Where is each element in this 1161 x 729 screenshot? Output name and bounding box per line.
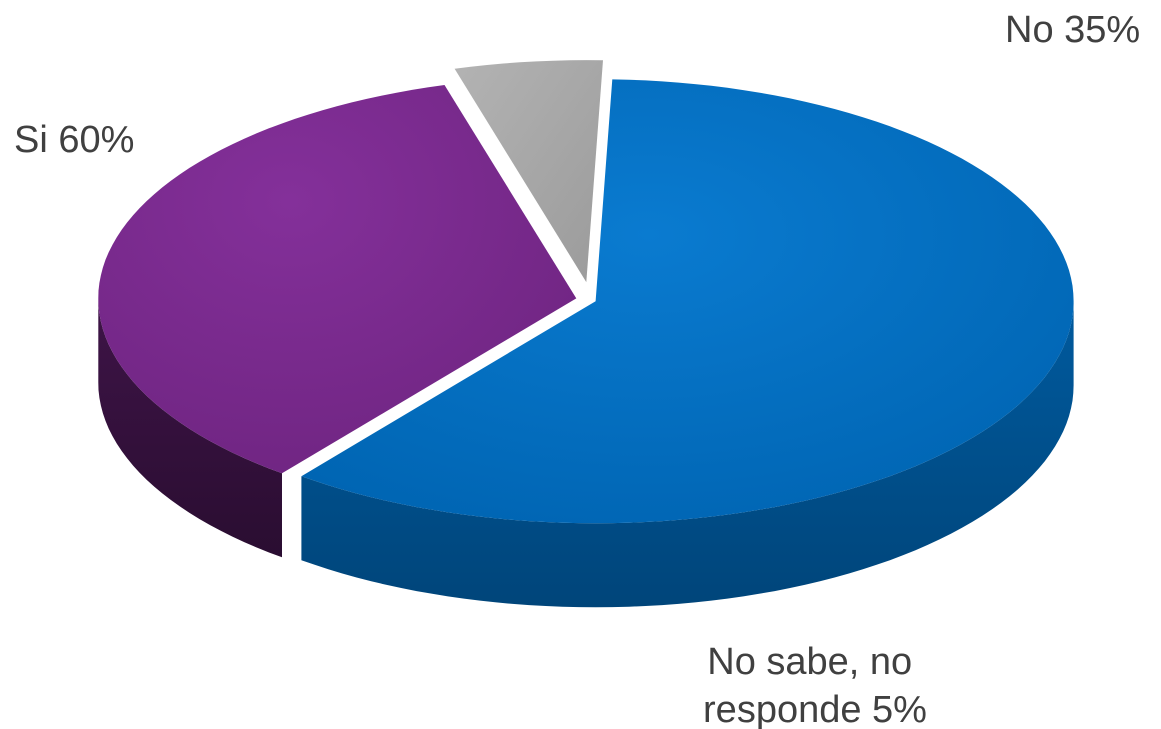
slice-no [98,85,577,474]
slice-ns [454,60,603,283]
slice-label-ns: No sabe, no responde 5% [703,641,927,729]
slice-si [301,79,1074,524]
slice-side-no [98,298,282,558]
slice-side-si [301,301,1074,608]
slice-label-ns-line2: responde 5% [703,689,927,729]
slice-label-ns-line1: No sabe, no [707,641,912,683]
slice-label-si: Si 60% [14,119,134,161]
slice-label-no: No 35% [1005,9,1140,51]
pie-tops [98,60,1074,524]
pie-sides [98,298,1074,608]
